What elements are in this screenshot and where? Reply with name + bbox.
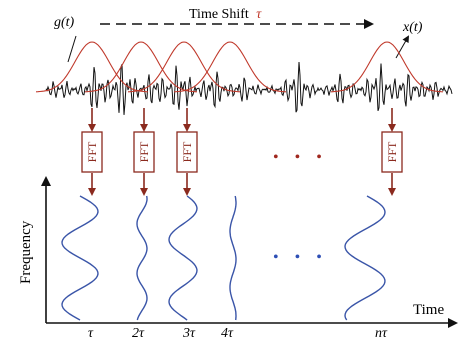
fft-block: FFT [176, 108, 198, 196]
window-curve [35, 41, 149, 93]
time-axis-label: Time [413, 302, 444, 318]
tick-4tau: 4τ [221, 326, 234, 340]
spectrum-curves [61, 195, 386, 321]
time-shift-label: Time Shift τ [189, 7, 262, 22]
fft-block: FFT [81, 108, 103, 196]
fft-box [133, 131, 155, 173]
window-functions [35, 41, 444, 93]
g-pointer [67, 35, 77, 63]
ellipsis-bottom: • • • [273, 249, 328, 266]
time-shift-annotation: Time Shift τ [100, 6, 374, 29]
x-pointer [395, 35, 409, 59]
spectrum-curve [61, 195, 99, 321]
tick-ntau: nτ [375, 326, 388, 340]
spectrum-curve [229, 195, 237, 321]
tick-tau: τ [88, 326, 94, 340]
fft-label: FFT [137, 141, 151, 162]
fft-label: FFT [85, 141, 99, 162]
window-curve [84, 41, 198, 93]
window-curve [330, 41, 444, 93]
x-label: x(t) [402, 20, 423, 35]
time-shift-label-bg [178, 6, 304, 22]
fft-box [381, 131, 403, 173]
fft-box [81, 131, 103, 173]
time-shift-text: Time Shift [189, 7, 249, 22]
tick-3tau: 3τ [182, 326, 196, 340]
ellipsis-top: • • • [273, 149, 328, 166]
window-curve [127, 41, 241, 93]
g-label: g(t) [54, 15, 75, 30]
spectrum-curve [168, 195, 198, 321]
spectrum-curve [136, 195, 148, 321]
time-shift-tau: τ [256, 7, 262, 22]
signal-waveform [45, 61, 453, 115]
frequency-axis-label: Frequency [18, 220, 34, 284]
fft-block: FFT [381, 108, 403, 196]
fft-label: FFT [180, 141, 194, 162]
fft-blocks: FFT FFT FFT FFT [81, 108, 403, 196]
spectrum-curve [344, 195, 386, 321]
tick-2tau: 2τ [132, 326, 145, 340]
fft-block: FFT [133, 108, 155, 196]
tick-labels: τ 2τ 3τ 4τ nτ [88, 326, 388, 340]
window-curve [173, 41, 287, 93]
fft-label: FFT [385, 141, 399, 162]
fft-box [176, 131, 198, 173]
